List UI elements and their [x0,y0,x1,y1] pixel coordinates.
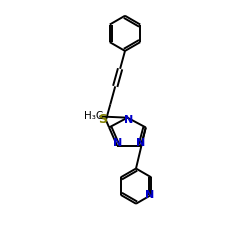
Text: N: N [145,190,154,200]
Text: H₃C: H₃C [84,112,103,122]
Text: S: S [98,113,108,126]
Text: N: N [136,138,145,148]
Text: N: N [112,138,122,148]
Text: N: N [124,114,133,124]
